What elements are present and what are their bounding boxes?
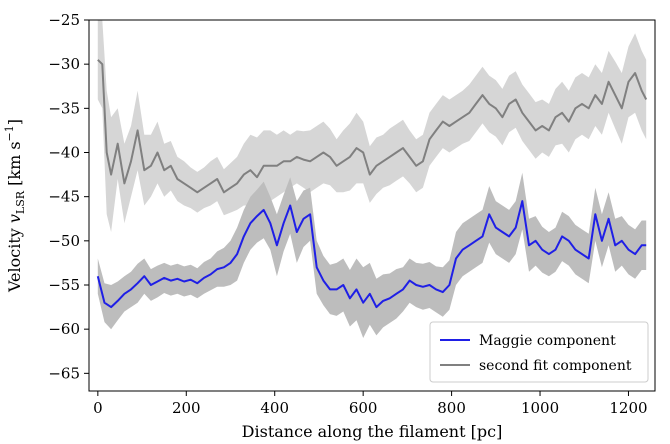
y-axis-label-var: v — [5, 214, 24, 223]
y-tick-label: −30 — [48, 55, 80, 73]
y-tick-label: −35 — [48, 99, 80, 117]
y-tick-label: −55 — [48, 276, 80, 294]
y-axis-label-prefix: Velocity — [5, 223, 24, 293]
y-tick-label: −60 — [48, 320, 80, 338]
uncertainty-bands — [97, 20, 647, 338]
y-axis-label-exp: −1 — [3, 125, 16, 141]
x-tick-label: 600 — [349, 399, 378, 417]
plot-frame — [88, 19, 656, 392]
x-axis-ticks: 0 200 400 600 800 1000 1200 — [93, 391, 648, 417]
legend-label-maggie: Maggie component — [479, 333, 616, 349]
y-axis-label-sub: LSR — [14, 190, 27, 214]
x-tick-label: 1000 — [521, 399, 559, 417]
series-lines — [96, 59, 648, 309]
legend: Maggie component second fit component — [429, 321, 649, 383]
x-axis-label: Distance along the filament [pc] — [242, 422, 503, 441]
y-tick-label: −40 — [48, 144, 80, 162]
x-tick-label: 400 — [260, 399, 289, 417]
y-axis-label-close: ] — [5, 119, 24, 125]
x-tick-label: 200 — [172, 399, 201, 417]
y-tick-label: −45 — [48, 188, 80, 206]
y-axis-label-unit: [km s — [5, 141, 24, 191]
y-tick-label: −50 — [48, 232, 80, 250]
x-tick-label: 800 — [437, 399, 466, 417]
x-tick-label: 1200 — [609, 399, 647, 417]
y-axis-label: Velocity vLSR [km s−1] — [3, 119, 27, 293]
band-second-fit — [97, 20, 647, 232]
line-second-fit — [97, 59, 648, 194]
band-maggie — [97, 172, 647, 338]
x-tick-label: 0 — [93, 399, 103, 417]
line-maggie — [96, 200, 647, 309]
y-axis-ticks: −65 −60 −55 −50 −45 −40 −35 −30 −25 — [48, 11, 89, 382]
y-tick-label: −65 — [48, 364, 80, 382]
y-tick-label: −25 — [48, 11, 80, 29]
legend-label-second-fit: second fit component — [479, 358, 632, 374]
legend-box — [429, 321, 649, 383]
